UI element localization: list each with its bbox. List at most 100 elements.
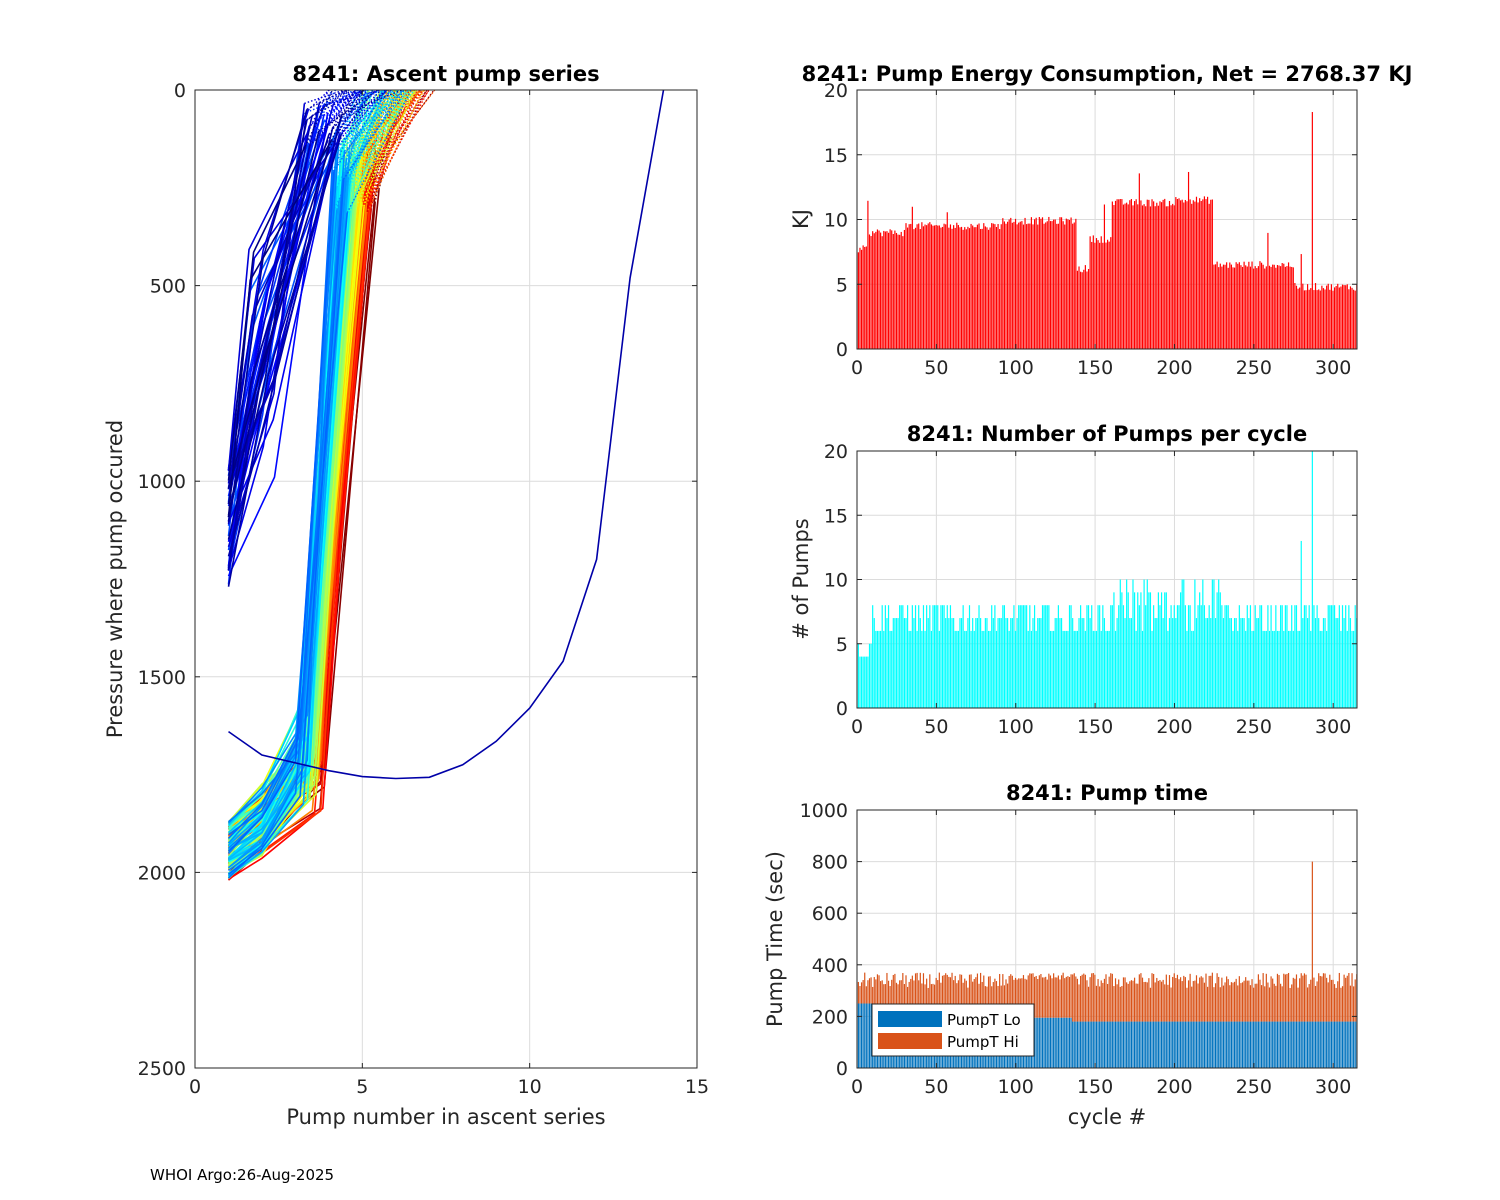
pumptime-lo-bar xyxy=(1095,1021,1098,1068)
pumptime-lo-bar xyxy=(1097,1021,1099,1068)
pumptime-hi-bar xyxy=(1130,980,1132,1022)
energy-bar xyxy=(1133,201,1136,349)
pumps-bar xyxy=(1221,605,1223,708)
pumptime-hi-bar xyxy=(914,973,917,1009)
energy-bar xyxy=(1230,264,1232,349)
ascent-cycle-dotted xyxy=(360,89,381,201)
pumptime-lo-bar xyxy=(1149,1021,1152,1068)
ascent-cycle-dotted xyxy=(333,89,357,105)
pumps-bar xyxy=(1251,630,1253,708)
pumptime-lo-bar xyxy=(1056,1017,1058,1068)
pumps-bar xyxy=(989,630,991,708)
energy-bar xyxy=(1089,236,1091,349)
pumptime-hi-bar xyxy=(1168,975,1171,1022)
pumptime-hi-bar xyxy=(1078,984,1080,1022)
pumptime-hi-bar xyxy=(1122,977,1125,1022)
energy-bar xyxy=(1124,203,1126,349)
pumptime-lo-bar xyxy=(1178,1021,1180,1068)
pumps-bar xyxy=(976,618,979,708)
energy-bar xyxy=(875,231,877,349)
energy-bar xyxy=(1273,264,1275,349)
energy-bar xyxy=(1335,285,1337,349)
pumps-bar xyxy=(919,618,921,708)
pumptime-hi-bar xyxy=(1180,977,1182,1022)
pumptime-hi-bar xyxy=(989,976,991,1016)
ascent-ytick-label: 1500 xyxy=(138,667,186,689)
pumps-bar xyxy=(1246,605,1248,708)
pumptime-lo-bar xyxy=(1159,1021,1161,1068)
energy-bar xyxy=(1238,262,1240,349)
energy-bar xyxy=(916,224,918,349)
energy-bar xyxy=(992,223,994,349)
energy-bar xyxy=(994,224,996,349)
pumptime-hi-bar xyxy=(1029,973,1031,1018)
pumptime-hi-bar xyxy=(1300,973,1302,1022)
energy-bar xyxy=(1240,265,1242,349)
pumptime-lo-bar xyxy=(1170,1021,1172,1068)
energy-bar xyxy=(964,227,966,349)
energy-bar xyxy=(948,227,950,349)
pumps-bar xyxy=(860,656,863,708)
pumps-bar xyxy=(972,618,974,708)
pumps-bar xyxy=(1035,630,1037,708)
energy-bar xyxy=(954,227,956,349)
energy-ytick-label: 0 xyxy=(836,339,848,361)
pumptime-lo-bar xyxy=(1119,1021,1121,1068)
energy-bar xyxy=(1178,198,1180,349)
pumps-bar xyxy=(959,618,961,708)
pumps-bar xyxy=(1108,630,1110,708)
pumps-bar xyxy=(932,605,934,708)
pumptime-hi-bar xyxy=(902,973,904,1009)
ascent-cycle-dotted xyxy=(332,89,390,128)
pumptime-hi-bar xyxy=(1233,981,1236,1022)
energy-bar xyxy=(1056,223,1058,349)
pumptime-hi-bar xyxy=(1054,977,1056,1018)
pumps-bar xyxy=(1207,618,1209,708)
pumptime-lo-bar xyxy=(1172,1021,1174,1068)
energy-bar xyxy=(1049,221,1052,349)
pumptime-lo-bar xyxy=(1297,1021,1299,1068)
pumptime-hi-bar xyxy=(1140,973,1142,1022)
pumptime-lo-bar xyxy=(1054,1017,1056,1068)
ascent-cycle-dotted xyxy=(336,89,403,154)
pumps-bar xyxy=(1292,630,1294,708)
pumps-bar xyxy=(1119,579,1121,708)
energy-bar xyxy=(1259,261,1261,349)
legend-swatch-hi xyxy=(878,1033,942,1049)
ascent-cycle-dotted xyxy=(348,89,409,195)
pumptime-hi-bar xyxy=(1249,985,1252,1022)
pumps-bar xyxy=(897,618,899,708)
pumptime-hi-bar xyxy=(1111,973,1113,1022)
pumptime-hi-bar xyxy=(1022,975,1025,1018)
pumptime-lo-bar xyxy=(1305,1021,1307,1068)
ascent-cycle-dotted xyxy=(328,89,363,135)
pumptime-lo-bar xyxy=(1278,1021,1280,1068)
energy-bar xyxy=(1195,196,1198,349)
pumptime-lo-bar xyxy=(1197,1021,1199,1068)
energy-bar xyxy=(1141,205,1144,349)
ascent-cycle-dotted xyxy=(338,89,386,202)
pumptime-hi-bar xyxy=(905,975,907,1009)
pumptime-hi-bar xyxy=(1205,973,1207,1022)
pumptime-hi-bar xyxy=(1129,981,1131,1022)
energy-bar xyxy=(935,225,937,349)
pumptime-hi-bar xyxy=(1189,973,1191,1022)
energy-bar xyxy=(945,224,947,349)
pumps-xtick-label: 50 xyxy=(924,716,948,738)
pumps-bar xyxy=(892,618,894,708)
pumptime-hi-bar xyxy=(1192,981,1194,1022)
energy-bar xyxy=(1078,266,1080,349)
pumps-bar xyxy=(1205,618,1207,708)
pumps-bar xyxy=(1107,630,1109,708)
pumptime-hi-bar xyxy=(1191,986,1193,1022)
ascent-cycle-dotted xyxy=(326,89,357,126)
pumptime-lo-bar xyxy=(1181,1021,1183,1068)
ascent-cycle-dotted xyxy=(348,89,396,213)
energy-bar xyxy=(1180,200,1182,349)
energy-bar xyxy=(989,227,991,349)
energy-bar xyxy=(883,230,885,349)
ascent-cycle-dotted xyxy=(332,89,369,172)
energy-bar xyxy=(1007,221,1009,349)
energy-bar xyxy=(1127,204,1129,349)
energy-bar xyxy=(975,227,977,349)
